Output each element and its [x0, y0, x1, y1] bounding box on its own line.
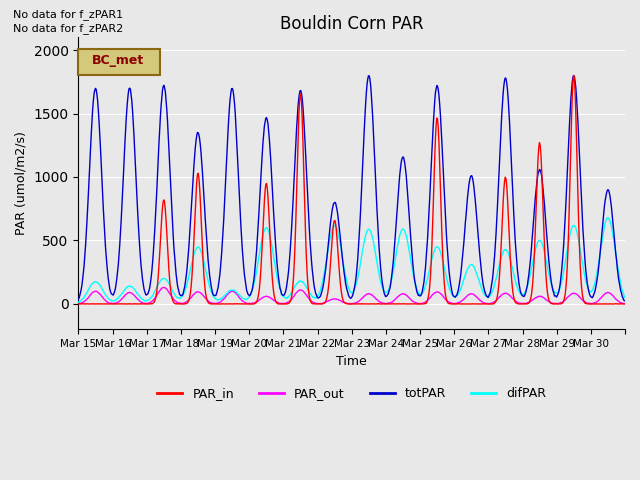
Title: Bouldin Corn PAR: Bouldin Corn PAR — [280, 15, 424, 33]
Legend: PAR_in, PAR_out, totPAR, difPAR: PAR_in, PAR_out, totPAR, difPAR — [152, 382, 551, 405]
Text: BC_met: BC_met — [92, 54, 144, 67]
Text: No data for f_zPAR2: No data for f_zPAR2 — [13, 23, 123, 34]
FancyBboxPatch shape — [79, 49, 161, 75]
Text: No data for f_zPAR1: No data for f_zPAR1 — [13, 9, 123, 20]
X-axis label: Time: Time — [337, 355, 367, 368]
Y-axis label: PAR (umol/m2/s): PAR (umol/m2/s) — [15, 132, 28, 235]
